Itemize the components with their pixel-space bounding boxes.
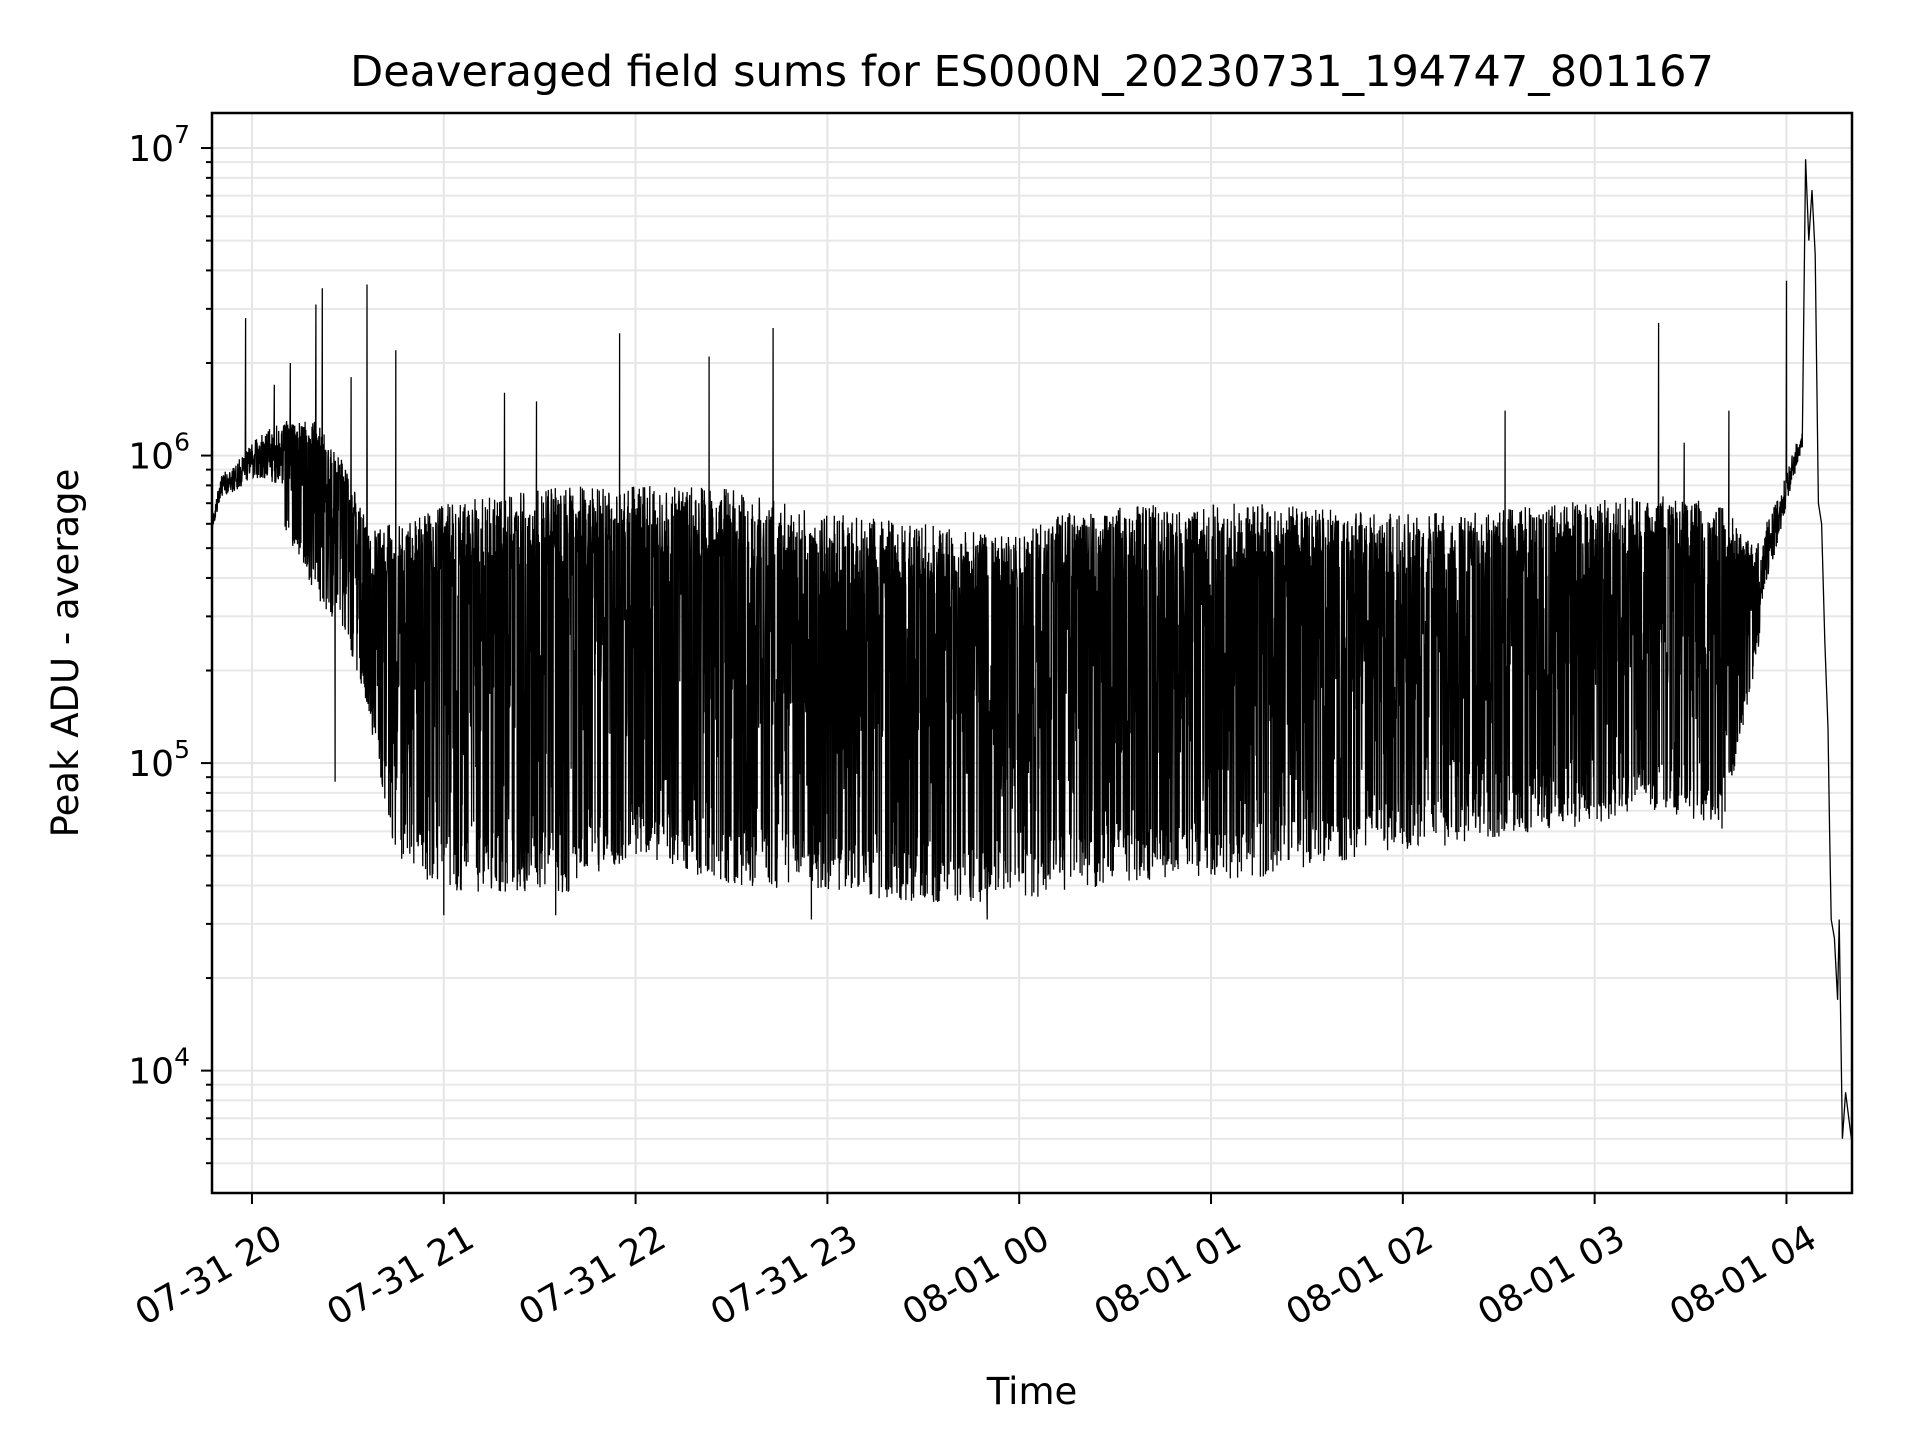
x-tick-label: 07-31 22 [512,1217,673,1333]
x-tick-label: 08-01 03 [1471,1217,1632,1333]
x-tick-label: 08-01 02 [1279,1217,1440,1333]
y-axis-label: Peak ADU - average [44,469,87,838]
y-tick-label: 104 [128,1043,190,1093]
x-tick-label: 07-31 23 [704,1217,865,1333]
series-line [211,159,1853,1144]
chart-title: Deaveraged field sums for ES000N_2023073… [350,47,1714,97]
y-tick-label: 107 [128,120,190,170]
x-axis-label: Time [986,1370,1078,1413]
plot-frame [210,111,1854,1195]
x-tick-label: 08-01 01 [1088,1217,1249,1333]
series-layer [211,159,1853,1144]
x-tick-label: 07-31 21 [320,1217,481,1333]
x-tick-label: 08-01 00 [896,1217,1057,1333]
x-tick-label: 07-31 20 [129,1217,290,1333]
x-tick-label: 08-01 04 [1663,1217,1824,1333]
y-tick-label: 105 [128,735,190,785]
y-tick-label: 106 [128,428,190,478]
